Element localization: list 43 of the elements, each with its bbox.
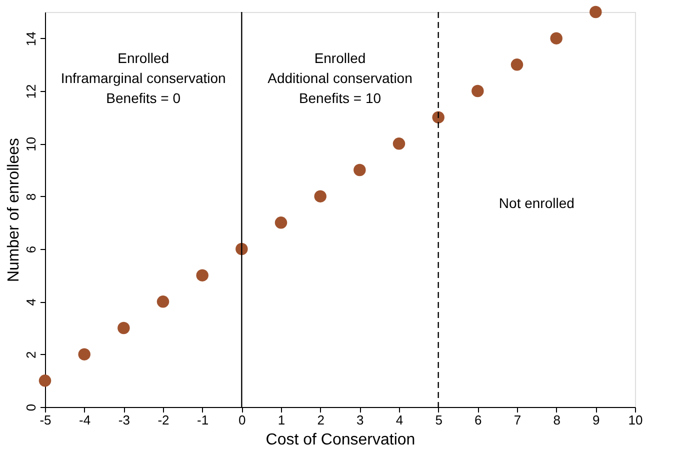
x-tick-label: 10 bbox=[628, 412, 643, 428]
point bbox=[274, 216, 288, 229]
annotation: Not enrolled bbox=[498, 195, 574, 211]
point bbox=[510, 58, 524, 71]
point bbox=[196, 269, 208, 282]
x-tick-label: 8 bbox=[553, 412, 560, 428]
point bbox=[38, 374, 52, 387]
y-tick-label: 2 bbox=[24, 351, 38, 358]
annotation: Enrolled Inframarginal conservation Benefits = 0 bbox=[60, 50, 226, 106]
y-tick-label: 14 bbox=[24, 32, 38, 46]
x-tick-label: 0 bbox=[238, 412, 246, 428]
x-tick-label: 4 bbox=[396, 412, 404, 428]
x-tick-label: -4 bbox=[79, 412, 91, 428]
point bbox=[78, 348, 90, 360]
x-tick-label: 3 bbox=[356, 412, 364, 428]
x-tick-label: -1 bbox=[197, 412, 209, 428]
point bbox=[550, 32, 562, 44]
point bbox=[432, 111, 444, 124]
point bbox=[156, 296, 170, 308]
y-tick-label: 8 bbox=[24, 193, 38, 200]
point bbox=[472, 84, 484, 98]
x-tick-label: 7 bbox=[514, 412, 522, 428]
x-tick-label: -2 bbox=[158, 412, 170, 428]
x-tick-label: 2 bbox=[317, 412, 324, 428]
x-tick-label: 5 bbox=[435, 412, 442, 428]
point bbox=[118, 322, 130, 334]
x-tick-label: -5 bbox=[40, 412, 52, 428]
x-tick-label: -3 bbox=[118, 412, 130, 428]
y-axis-title: Number of enrollees bbox=[6, 138, 22, 282]
x-tick-label: 9 bbox=[592, 412, 600, 428]
point bbox=[590, 6, 602, 18]
y-tick-label: 10 bbox=[24, 136, 38, 152]
x-axis-title: Cost of Conservation bbox=[266, 432, 416, 448]
annotation: Enrolled Additional conservation Benefits = 10 bbox=[268, 50, 412, 106]
x-tick-label: 1 bbox=[278, 412, 286, 428]
point bbox=[392, 138, 406, 150]
point bbox=[354, 164, 366, 176]
x-tick-label: 6 bbox=[474, 412, 482, 428]
y-tick-label: 0 bbox=[24, 404, 38, 412]
point bbox=[314, 190, 326, 202]
y-tick-label: 12 bbox=[24, 84, 38, 99]
y-tick-label: 4 bbox=[24, 298, 38, 306]
y-tick-label: 6 bbox=[24, 246, 38, 254]
